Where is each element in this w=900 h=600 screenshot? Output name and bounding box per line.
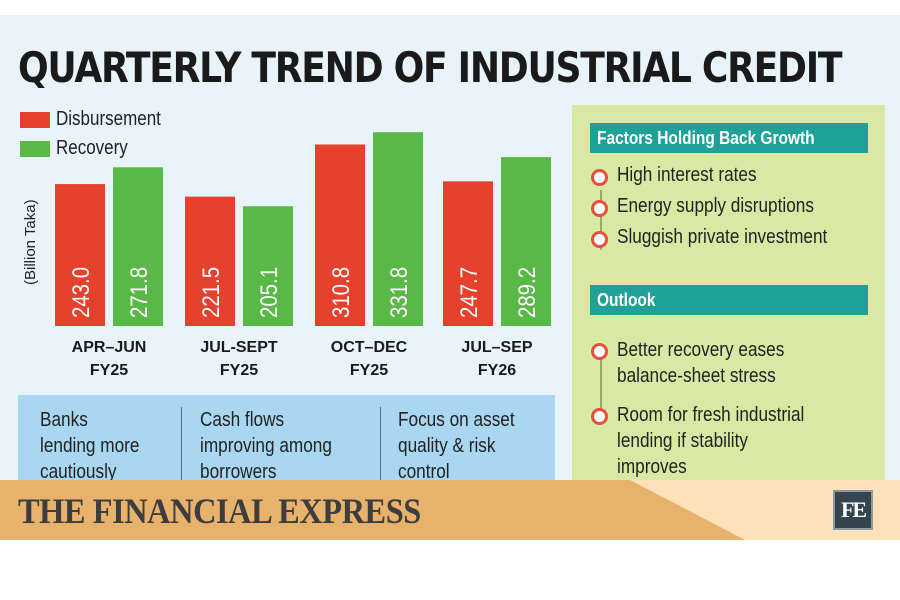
legend-label: Recovery — [56, 137, 128, 159]
bar-recovery — [113, 167, 163, 326]
data-label: 310.8 — [327, 267, 354, 318]
legend-swatch-recovery — [20, 140, 50, 157]
outlook-line: lending if stability — [617, 430, 748, 452]
bullet-circle-icon — [591, 169, 608, 186]
chart-title: QUARTERLY TREND OF INDUSTRIAL CREDIT — [18, 43, 843, 92]
outlook-line: Room for fresh industrial — [617, 404, 805, 426]
outlook-line: balance-sheet stress — [617, 365, 776, 387]
bar-disbursement — [55, 184, 105, 326]
divider — [181, 407, 182, 487]
bar-recovery — [501, 157, 551, 326]
outlook-line: improves — [617, 456, 687, 478]
outlook-title: Outlook — [597, 290, 656, 310]
x-tick-label: FY26 — [478, 362, 516, 379]
x-tick-label: FY25 — [90, 362, 128, 379]
note-line: lending more — [40, 435, 140, 457]
data-label: 205.1 — [255, 267, 282, 318]
factor-item: Energy supply disruptions — [617, 195, 814, 217]
bar-chart: 243.0 271.8 APR–JUN FY25 221.5 205.1 JUL-SEPT F… — [55, 132, 551, 379]
note-line: quality & risk — [398, 435, 496, 457]
outlook-item: Room for fresh industrial lending if sta… — [617, 402, 804, 480]
data-label: 221.5 — [197, 267, 224, 318]
legend-item-disbursement: Disbursement — [20, 105, 179, 134]
x-tick-label: OCT–DEC — [331, 339, 408, 356]
note-line: Cash flows — [200, 409, 285, 431]
outlook-line: Better recovery eases — [617, 339, 785, 361]
bar-recovery — [243, 206, 293, 326]
side-panel: Factors Holding Back Growth High interes… — [572, 105, 885, 540]
data-label: 271.8 — [125, 267, 152, 318]
note-2: Cash flows improving among borrowers — [200, 407, 332, 485]
footer-banner: THE FINANCIAL EXPRESS FE — [0, 480, 900, 540]
outlook-item: Better recovery eases balance-sheet stre… — [617, 337, 784, 389]
banner-shape — [0, 480, 745, 540]
infographic: QUARTERLY TREND OF INDUSTRIAL CREDIT Dis… — [0, 15, 900, 540]
factor-item: High interest rates — [617, 164, 757, 186]
note-line: Focus on asset — [398, 409, 515, 431]
x-tick-label: JUL-SEPT — [200, 339, 278, 356]
bar-recovery — [373, 132, 423, 326]
outlook-header: Outlook — [590, 285, 868, 315]
note-line: control — [398, 461, 450, 483]
timline-line — [600, 355, 602, 420]
factors-title: Factors Holding Back Growth — [597, 128, 815, 148]
note-line: borrowers — [200, 461, 277, 483]
data-label: 289.2 — [513, 267, 540, 318]
legend: Disbursement Recovery — [20, 105, 179, 163]
note-line: improving among — [200, 435, 332, 457]
bar-disbursement — [315, 144, 365, 326]
bullet-circle-icon — [591, 343, 608, 360]
x-tick-label: APR–JUN — [72, 339, 147, 356]
factors-header: Factors Holding Back Growth — [590, 123, 868, 153]
divider — [380, 407, 381, 487]
x-tick-label: JUL–SEP — [461, 339, 532, 356]
fe-logo: FE — [833, 490, 873, 530]
note-line: cautiously — [40, 461, 117, 483]
bar-disbursement — [443, 181, 493, 326]
data-label: 243.0 — [67, 267, 94, 318]
bullet-circle-icon — [591, 408, 608, 425]
data-label: 247.7 — [455, 267, 482, 318]
legend-item-recovery: Recovery — [20, 134, 179, 163]
bullet-circle-icon — [591, 200, 608, 217]
timeline-line — [600, 190, 602, 250]
bullet-circle-icon — [591, 231, 608, 248]
bar-disbursement — [185, 196, 235, 326]
x-tick-label: FY25 — [350, 362, 388, 379]
legend-label: Disbursement — [56, 108, 161, 130]
note-1: Banks lending more cautiously — [40, 407, 139, 485]
note-3: Focus on asset quality & risk control — [398, 407, 515, 485]
data-label: 331.8 — [385, 267, 412, 318]
note-line: Banks — [40, 409, 88, 431]
factor-item: Sluggish private investment — [617, 226, 828, 248]
legend-swatch-disbursement — [20, 111, 50, 128]
x-tick-label: FY25 — [220, 362, 258, 379]
brand-name: THE FINANCIAL EXPRESS — [18, 491, 421, 531]
